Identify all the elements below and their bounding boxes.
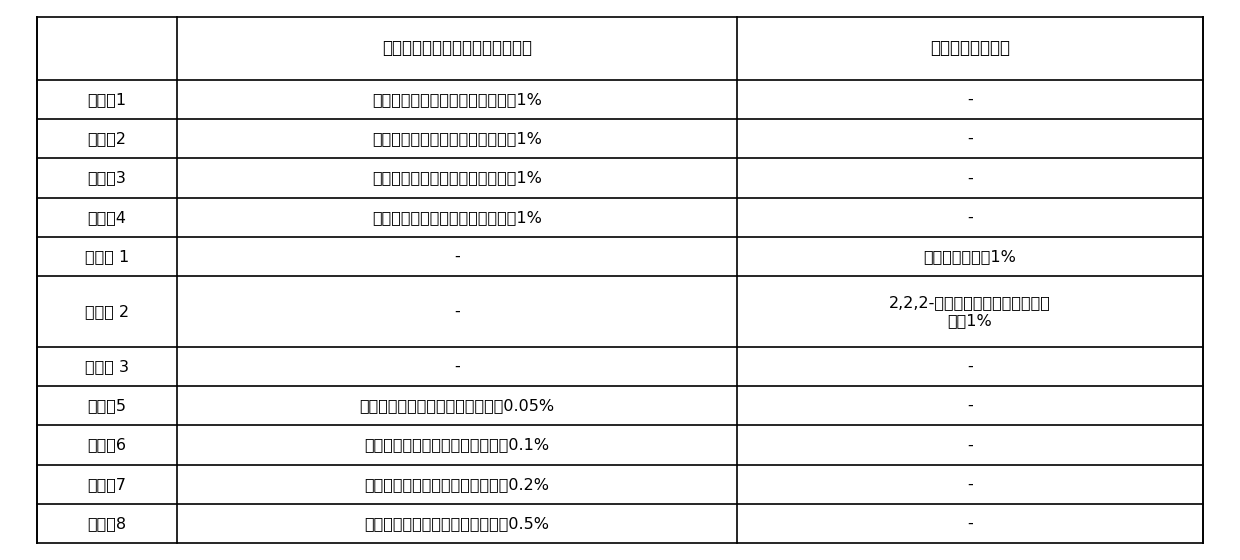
Text: -: - — [967, 92, 972, 107]
Text: 六氟异丙基二（炙丙基）磷酸酯：0.2%: 六氟异丙基二（炙丙基）磷酸酯：0.2% — [365, 477, 549, 492]
Text: 实施例4: 实施例4 — [88, 209, 126, 225]
Text: 2,2,2-三氟乙基二（炙丙基）磷酸
酯：1%: 2,2,2-三氟乙基二（炙丙基）磷酸 酯：1% — [889, 295, 1050, 328]
Text: -: - — [967, 131, 972, 146]
Text: -: - — [967, 170, 972, 185]
Text: -: - — [967, 516, 972, 531]
Text: 实施例2: 实施例2 — [88, 131, 126, 146]
Text: 实施例1: 实施例1 — [88, 92, 126, 107]
Text: 实施例5: 实施例5 — [88, 398, 126, 413]
Text: 实施例8: 实施例8 — [88, 516, 126, 531]
Text: -: - — [967, 398, 972, 413]
Text: 六氟异丙基二（炙丙基）磷酸酯：0.05%: 六氟异丙基二（炙丙基）磷酸酯：0.05% — [360, 398, 554, 413]
Text: 六氟异丙基二（炙丙基）磷酸酯：1%: 六氟异丙基二（炙丙基）磷酸酯：1% — [372, 92, 542, 107]
Text: -: - — [454, 304, 460, 319]
Text: 实施例6: 实施例6 — [88, 437, 126, 452]
Text: 磷酸三炙丙酯：1%: 磷酸三炙丙酯：1% — [924, 249, 1016, 264]
Text: 二（六氟异丙基）炙丙基磷酸酯：1%: 二（六氟异丙基）炙丙基磷酸酯：1% — [372, 131, 542, 146]
Text: 对比例 1: 对比例 1 — [86, 249, 129, 264]
Text: -: - — [967, 359, 972, 374]
Text: 实施例3: 实施例3 — [88, 170, 126, 185]
Text: 其它添加剂及用量: 其它添加剂及用量 — [930, 39, 1009, 57]
Text: -: - — [967, 437, 972, 452]
Text: 六氟异丙基二（炙丙基）磷酸酯：0.1%: 六氟异丙基二（炙丙基）磷酸酯：0.1% — [365, 437, 549, 452]
Text: -: - — [454, 249, 460, 264]
Text: 对比例 2: 对比例 2 — [86, 304, 129, 319]
Text: -: - — [967, 477, 972, 492]
Text: -: - — [967, 209, 972, 225]
Text: 结构式一或结构式二化合物及用量: 结构式一或结构式二化合物及用量 — [382, 39, 532, 57]
Text: 六氟异丙基二（炙丙基）磷酸酯：0.5%: 六氟异丙基二（炙丙基）磷酸酯：0.5% — [365, 516, 549, 531]
Text: 六氟异丙基二（烯丙基）磷酸酯：1%: 六氟异丙基二（烯丙基）磷酸酯：1% — [372, 170, 542, 185]
Text: 对比例 3: 对比例 3 — [86, 359, 129, 374]
Text: 二（六氟异丙基）烯丙基磷酸酯：1%: 二（六氟异丙基）烯丙基磷酸酯：1% — [372, 209, 542, 225]
Text: 实施例7: 实施例7 — [88, 477, 126, 492]
Text: -: - — [454, 359, 460, 374]
